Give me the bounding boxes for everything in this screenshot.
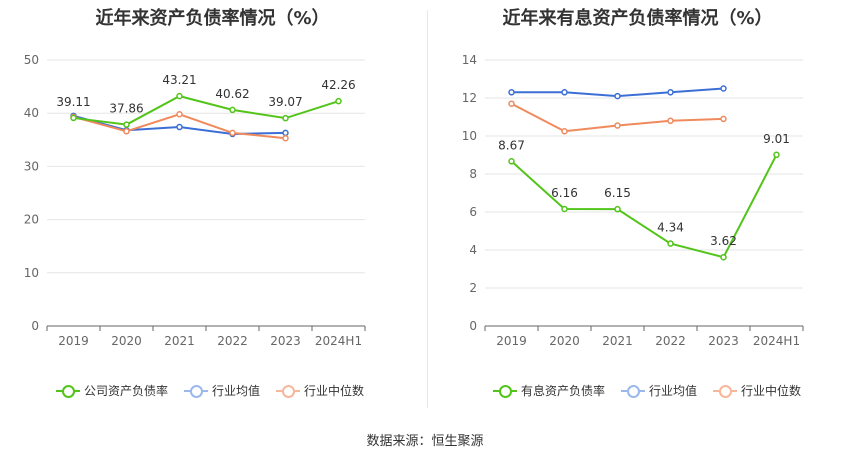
data-point	[282, 129, 289, 137]
data-label: 9.01	[763, 132, 790, 146]
left-chart-plot: 0 10 20 30 40 50 2019 2020 2021 2022 2023 2024H1 39.…	[24, 53, 366, 348]
data-point	[229, 106, 236, 114]
legend-marker-green	[56, 384, 80, 398]
legend-label: 行业均值	[649, 384, 698, 398]
series-line	[510, 154, 778, 259]
data-point	[614, 92, 621, 100]
data-point	[70, 114, 77, 122]
x-tick-label: 2019	[58, 334, 89, 348]
legend-label: 公司资产负债率	[84, 384, 169, 398]
y-tick-label: 50	[24, 53, 39, 67]
data-point	[176, 111, 183, 118]
data-point	[614, 122, 621, 129]
y-tick-label: 10	[462, 129, 477, 143]
data-source-note: 数据来源：恒生聚源	[366, 434, 484, 449]
right-legend: 有息资产负债率 行业均值 行业中位数	[493, 382, 801, 399]
legend-item-industry-median[interactable]: 行业中位数	[276, 382, 364, 399]
data-label: 42.26	[321, 78, 355, 92]
data-point	[508, 100, 515, 107]
data-point	[335, 97, 342, 105]
data-point	[561, 89, 568, 96]
y-tick-label: 12	[462, 91, 477, 105]
y-tick-label: 0	[469, 319, 477, 333]
data-point	[508, 158, 515, 165]
legend-marker-orange	[276, 384, 301, 398]
left-chart-title: 近年来资产负债率情况（%）	[95, 8, 330, 29]
x-tick-label: 2023	[270, 334, 301, 348]
left-legend: 公司资产负债率 行业均值 行业中位数	[56, 382, 364, 399]
data-label: 8.67	[498, 138, 525, 152]
legend-item-industry-mean[interactable]: 行业均值	[184, 382, 260, 399]
data-point	[667, 117, 674, 125]
data-point	[123, 128, 130, 135]
data-label: 3.62	[710, 234, 737, 248]
data-label: 4.34	[657, 221, 684, 235]
y-tick-label: 40	[24, 106, 39, 120]
x-tick-label: 2020	[111, 334, 142, 348]
legend-marker-blue	[621, 384, 646, 398]
data-point	[561, 128, 568, 135]
data-point	[282, 114, 289, 122]
x-tick-label: 2023	[708, 334, 739, 348]
legend-label: 有息资产负债率	[521, 384, 606, 398]
panel-divider	[427, 10, 428, 408]
data-point	[282, 134, 289, 142]
data-point	[720, 253, 727, 261]
x-tick-label: 2024H1	[753, 334, 800, 348]
data-label: 43.21	[162, 73, 196, 87]
x-tick-label: 2020	[549, 334, 580, 348]
y-tick-label: 10	[24, 266, 39, 280]
data-label: 6.16	[551, 186, 578, 200]
data-point	[176, 92, 183, 100]
data-point	[508, 89, 515, 96]
legend-marker-orange	[713, 384, 738, 398]
legend-label: 行业中位数	[304, 384, 365, 398]
right-chart-plot: 0 2 4 6 8 10 12 14 2019 2020 2021 2022 2023 2024H1 8.6…	[462, 53, 804, 348]
data-point	[720, 115, 727, 123]
data-point	[773, 151, 780, 159]
data-point	[614, 205, 621, 213]
y-tick-label: 0	[31, 319, 39, 333]
right-chart-title: 近年来有息资产负债率情况（%）	[502, 8, 773, 29]
legend-item-industry-median[interactable]: 行业中位数	[713, 382, 801, 399]
data-label: 39.11	[56, 95, 90, 109]
y-tick-label: 2	[469, 281, 477, 295]
data-label: 39.07	[268, 95, 302, 109]
data-point	[176, 123, 183, 131]
data-label: 37.86	[109, 102, 143, 116]
y-tick-label: 6	[469, 205, 477, 219]
legend-label: 行业中位数	[741, 384, 802, 398]
y-tick-label: 14	[462, 53, 477, 67]
data-label: 6.15	[604, 186, 631, 200]
legend-item-industry-mean[interactable]: 行业均值	[621, 382, 697, 399]
data-point	[667, 89, 674, 96]
x-tick-label: 2021	[164, 334, 195, 348]
y-tick-label: 20	[24, 213, 39, 227]
data-point	[720, 85, 727, 92]
data-point	[561, 205, 568, 213]
data-point	[123, 121, 130, 128]
data-point	[229, 129, 236, 137]
legend-marker-green	[493, 384, 517, 398]
data-point	[667, 240, 674, 247]
legend-label: 行业均值	[212, 384, 261, 398]
y-tick-label: 8	[469, 167, 477, 181]
y-tick-label: 30	[24, 159, 39, 173]
x-tick-label: 2019	[496, 334, 527, 348]
legend-item-interest-ratio[interactable]: 有息资产负债率	[493, 382, 605, 399]
y-tick-label: 4	[469, 243, 477, 257]
x-tick-label: 2021	[602, 334, 633, 348]
series-line	[73, 95, 339, 126]
legend-marker-blue	[184, 384, 209, 398]
x-tick-label: 2022	[655, 334, 686, 348]
x-tick-label: 2022	[217, 334, 248, 348]
data-label: 40.62	[215, 87, 249, 101]
legend-item-company-ratio[interactable]: 公司资产负债率	[56, 382, 168, 399]
x-tick-label: 2024H1	[315, 334, 362, 348]
